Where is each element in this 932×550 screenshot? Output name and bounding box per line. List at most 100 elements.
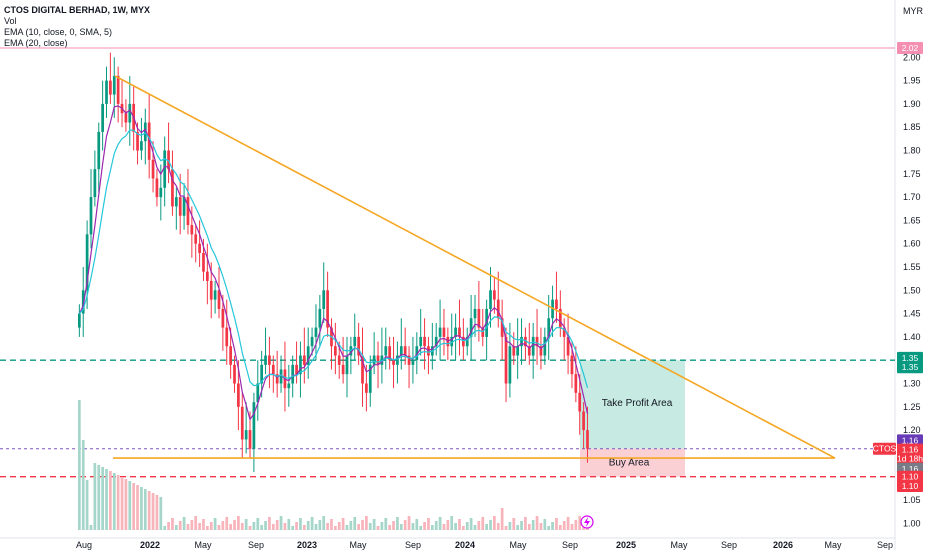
volume-bar	[535, 516, 539, 530]
candle-body	[174, 197, 178, 207]
volume-bar	[562, 521, 566, 530]
volume-bar	[271, 524, 275, 530]
countdown-badge: 1d 18h	[897, 454, 923, 464]
candle-body	[574, 374, 578, 393]
y-tick-label: 1.55	[903, 262, 921, 272]
candle-body	[101, 103, 104, 132]
candle-body	[496, 299, 500, 319]
volume-bar	[264, 521, 267, 530]
volume-bar	[322, 516, 326, 530]
volume-bar	[229, 524, 232, 530]
volume-bar	[268, 517, 271, 530]
x-tick-label: 2022	[140, 540, 160, 550]
candle-body	[140, 141, 143, 151]
volume-bar	[147, 491, 151, 530]
volume-bar	[566, 517, 570, 530]
candle-body	[194, 234, 198, 244]
volume-bar	[574, 520, 578, 530]
y-tick-label: 2.00	[903, 52, 921, 62]
descending-trendline[interactable]	[114, 75, 836, 459]
volume-bar	[116, 475, 120, 530]
volume-bar	[458, 519, 461, 530]
volume-bar	[578, 516, 582, 530]
y-tick-label: 1.20	[903, 425, 921, 435]
take-profit-zone[interactable]	[580, 360, 685, 449]
take-profit-label: Take Profit Area	[602, 398, 673, 409]
candle-body	[171, 169, 174, 207]
chart-legend: CTOS DIGITAL BERHAD, 1W, MYX Vol EMA (10…	[4, 5, 150, 49]
candle-body	[357, 336, 360, 356]
volume-bar	[132, 483, 136, 530]
volume-bar	[167, 522, 170, 530]
candle-body	[237, 383, 240, 407]
y-tick-label: 1.40	[903, 332, 921, 342]
candle-body	[334, 346, 337, 356]
volume-bar	[225, 517, 229, 530]
candle-body	[159, 187, 163, 198]
candle-body	[217, 290, 221, 309]
volume-bar	[151, 493, 155, 530]
candle-body	[322, 290, 326, 309]
volume-bar	[376, 526, 380, 530]
candle-body	[337, 355, 341, 365]
volume-bar	[399, 524, 403, 530]
candle-body	[465, 336, 469, 347]
volume-bar	[101, 467, 104, 530]
stop-loss-badge-2-bg	[897, 480, 923, 493]
candle-body	[543, 336, 547, 356]
buy-area-label: Buy Area	[609, 458, 650, 469]
y-tick-label: 1.00	[903, 518, 921, 528]
volume-bar	[357, 524, 360, 530]
candle-body	[462, 336, 465, 347]
volume-bar	[163, 526, 167, 530]
candle-body	[198, 243, 201, 254]
candle-body	[287, 383, 291, 389]
volume-bar	[260, 525, 264, 530]
legend-title: CTOS DIGITAL BERHAD, 1W, MYX	[4, 5, 151, 15]
volume-bar	[481, 517, 485, 530]
volume-bar	[190, 520, 194, 530]
volume-bar	[244, 519, 248, 530]
volume-bar	[171, 518, 174, 530]
candle-body	[109, 80, 112, 95]
candle-body	[264, 355, 267, 365]
candle-body	[341, 364, 345, 375]
volume-bar	[330, 519, 333, 530]
candle-body	[186, 197, 190, 226]
candle-body	[423, 336, 426, 347]
volume-bar	[291, 526, 295, 530]
candle-body	[260, 364, 264, 384]
volume-bar	[81, 440, 85, 530]
candle-body	[78, 313, 81, 328]
take-profit-badge-2-bg	[897, 361, 923, 374]
volume-bar	[85, 480, 89, 530]
y-tick-label: 1.50	[903, 285, 921, 295]
currency-label: MYR	[903, 6, 924, 16]
volume-bar	[419, 526, 423, 530]
volume-bar	[159, 497, 163, 530]
x-tick-label: 2025	[616, 540, 636, 550]
symbol-badge-bg	[873, 442, 896, 455]
candle-body	[368, 364, 372, 393]
volume-bar	[462, 526, 465, 530]
volume-bar	[430, 525, 434, 530]
candle-body	[221, 308, 225, 328]
volume-bar	[248, 526, 252, 530]
volume-bar	[93, 463, 97, 530]
volume-bar	[442, 524, 446, 530]
candle-body	[318, 308, 322, 328]
volume-bar	[345, 525, 349, 530]
volume-bar	[361, 520, 364, 530]
y-tick-label: 1.25	[903, 402, 921, 412]
volume-bar	[489, 520, 492, 530]
candle-body	[403, 346, 407, 356]
candle-body	[524, 336, 527, 347]
candle-body	[586, 430, 589, 449]
volume-bar	[283, 523, 287, 530]
candle-body	[396, 355, 399, 365]
buy-zone[interactable]	[580, 448, 685, 477]
volume-bar	[252, 522, 256, 530]
candle-body	[399, 346, 403, 356]
volume-bar	[365, 516, 368, 530]
